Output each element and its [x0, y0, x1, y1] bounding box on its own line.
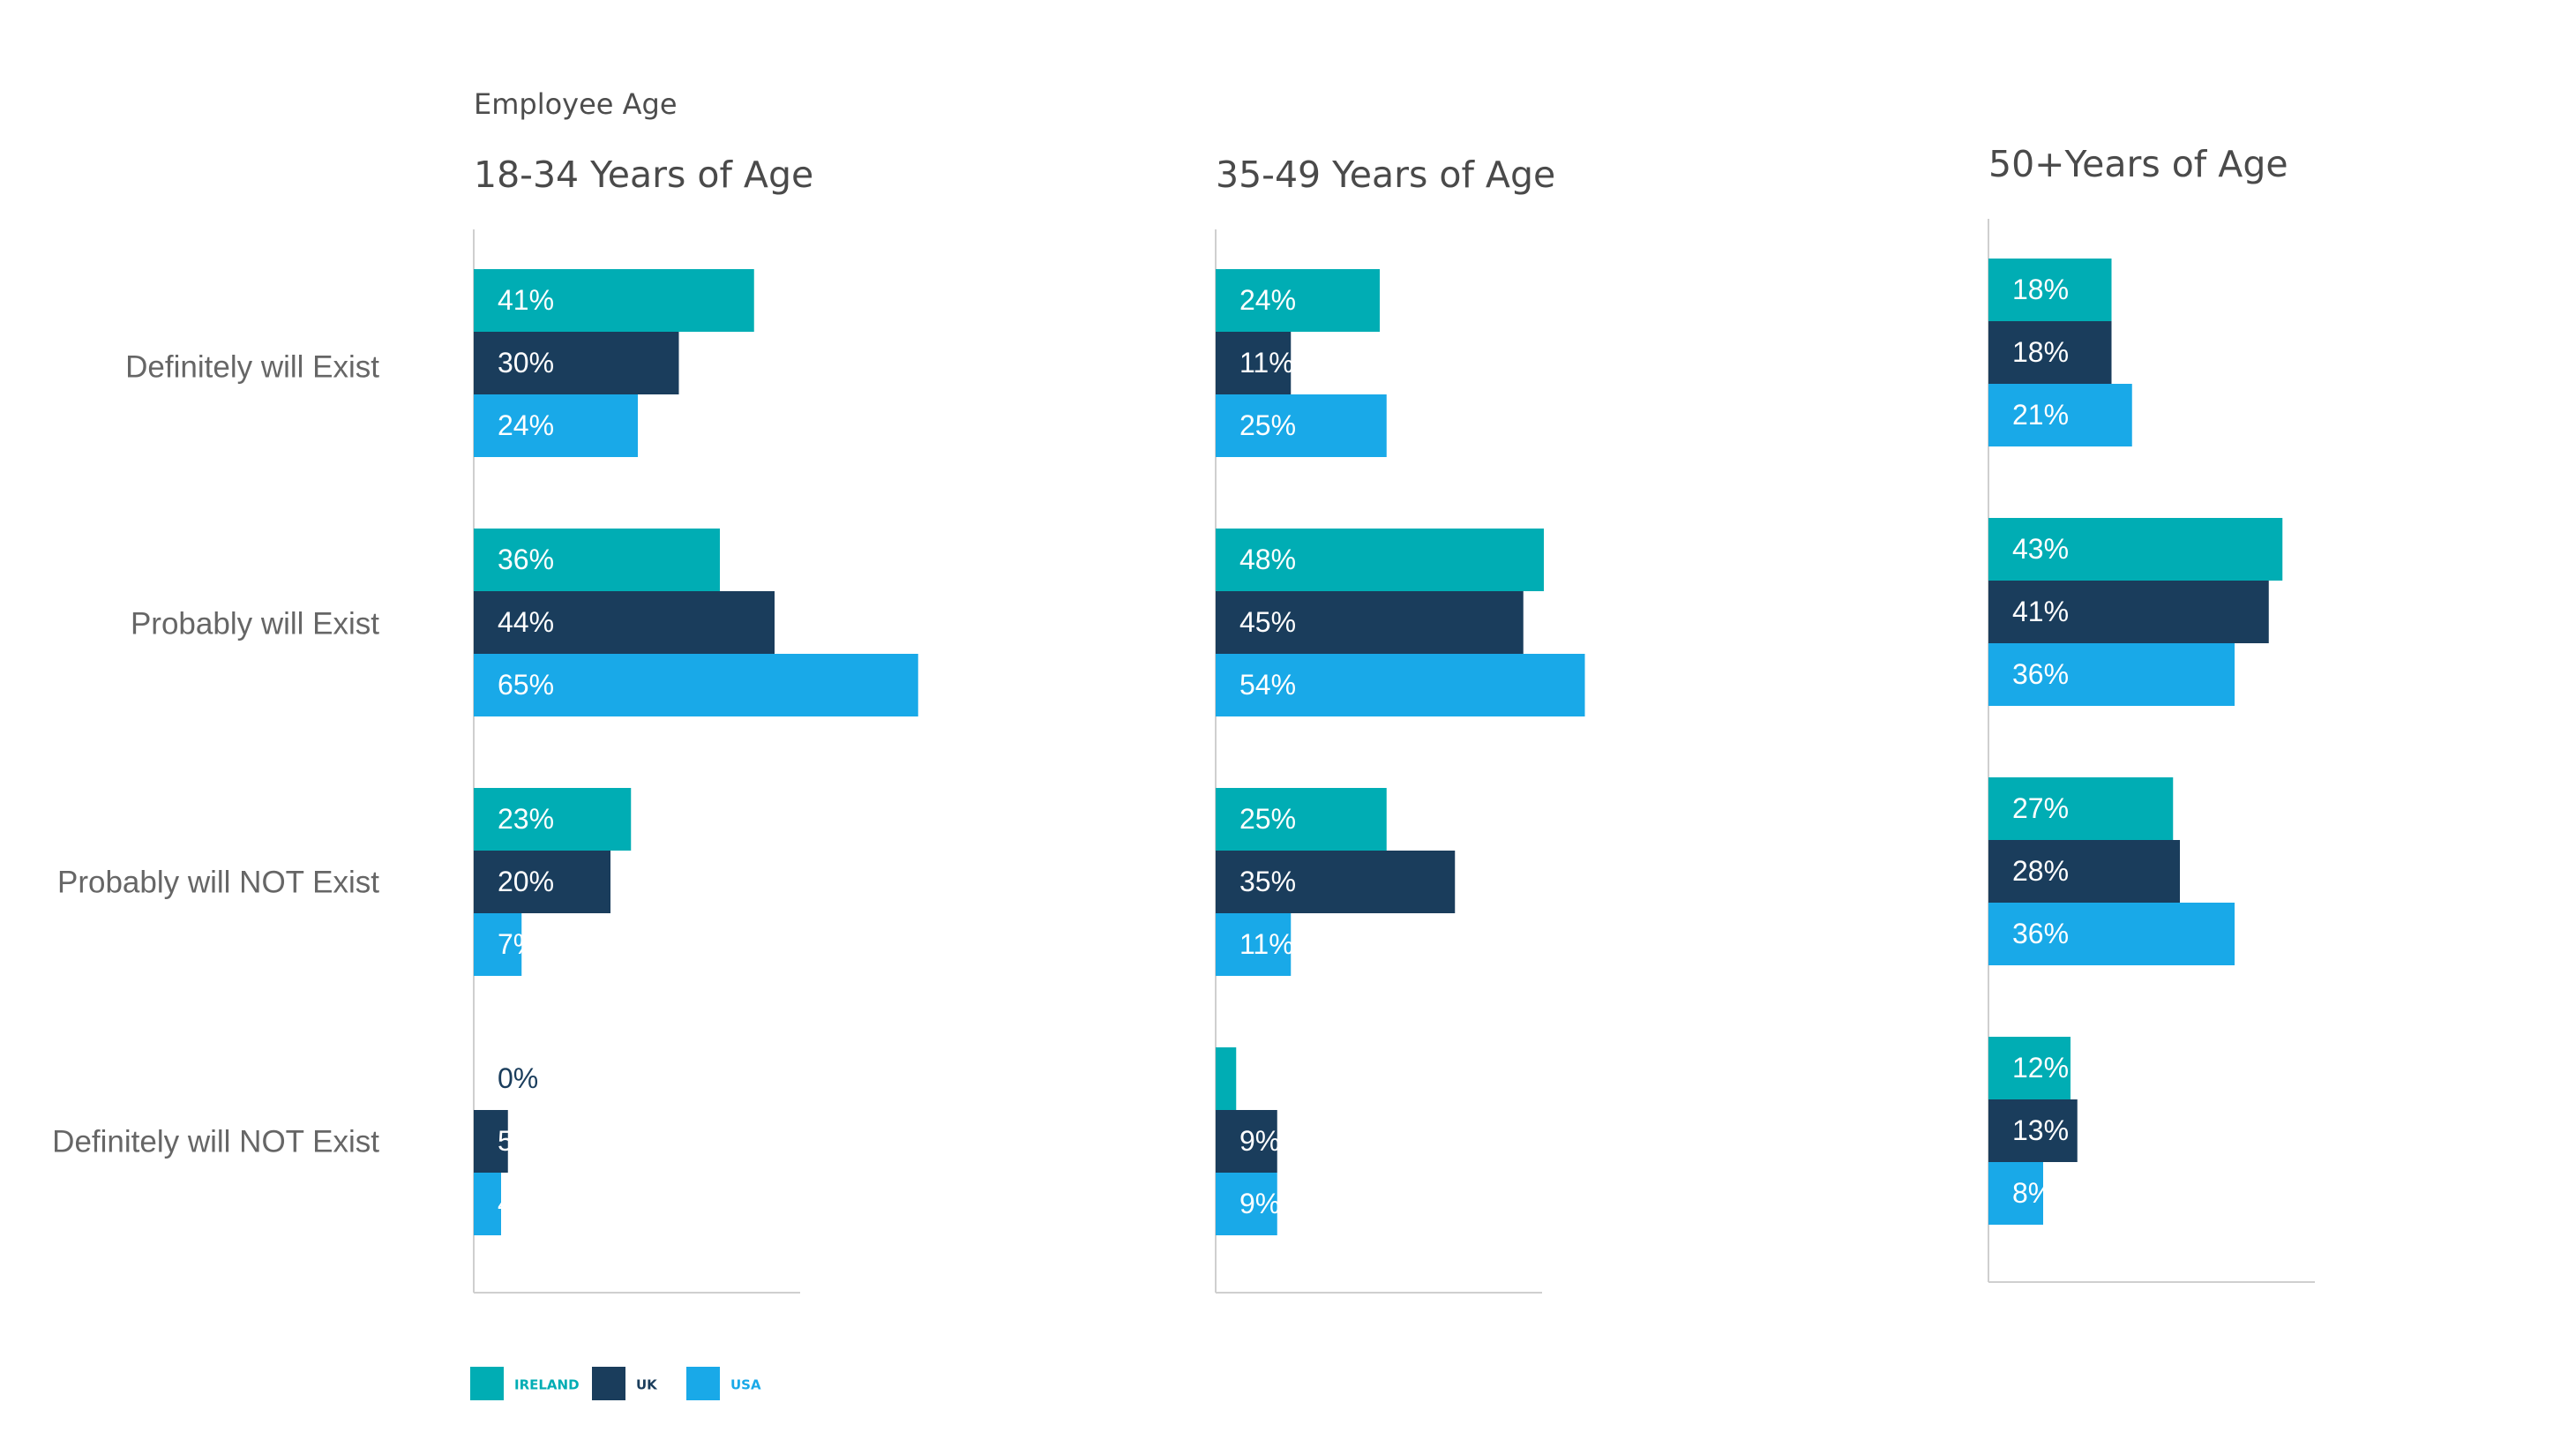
bar	[1216, 913, 1292, 976]
bar	[1988, 581, 2269, 643]
bar	[474, 1173, 501, 1235]
data-label: 7%	[498, 928, 538, 960]
data-label: 13%	[2012, 1114, 2069, 1146]
bar	[1988, 1099, 2078, 1162]
data-label: 9%	[1239, 1188, 1280, 1219]
data-label: 23%	[498, 803, 554, 835]
data-label: 41%	[2012, 596, 2069, 627]
data-label: 24%	[1239, 284, 1296, 316]
bar	[474, 529, 720, 591]
bar	[1216, 1110, 1277, 1173]
data-label: 54%	[1239, 669, 1296, 701]
data-label: 5%	[498, 1125, 538, 1157]
data-label: 36%	[2012, 658, 2069, 690]
data-label: 4%	[498, 1188, 538, 1219]
data-label: 25%	[1239, 803, 1296, 835]
bar	[474, 332, 679, 394]
data-label: 0%	[498, 1062, 538, 1094]
data-label: 65%	[498, 669, 554, 701]
bar	[1216, 851, 1456, 913]
legend-swatch	[592, 1367, 625, 1400]
legend-label: UK	[636, 1377, 658, 1393]
data-label: 8%	[2012, 1177, 2053, 1209]
data-label: 36%	[2012, 918, 2069, 949]
panel-title: 18-34 Years of Age	[474, 154, 813, 196]
bar	[1988, 384, 2132, 446]
data-label: 21%	[2012, 399, 2069, 431]
bar	[1216, 1173, 1277, 1235]
category-label: Definitely will NOT Exist	[52, 1124, 379, 1159]
bar	[474, 654, 918, 716]
data-label: 44%	[498, 606, 554, 638]
bar	[474, 1110, 508, 1173]
data-label: 45%	[1239, 606, 1296, 638]
data-label: 36%	[498, 544, 554, 575]
bar	[474, 851, 610, 913]
data-label: 41%	[498, 284, 554, 316]
bar	[1988, 321, 2112, 384]
data-label: 28%	[2012, 855, 2069, 887]
category-label: Definitely will Exist	[125, 349, 379, 384]
bar	[1988, 643, 2235, 706]
category-label: Probably will NOT Exist	[57, 865, 379, 899]
data-label: 30%	[498, 347, 554, 379]
data-label: 35%	[1239, 866, 1296, 897]
bar	[1216, 332, 1292, 394]
bar	[1216, 269, 1380, 332]
bar	[1216, 394, 1387, 457]
bar	[1216, 1047, 1237, 1110]
bar	[1216, 591, 1524, 654]
bar	[474, 788, 632, 851]
data-label: 43%	[2012, 533, 2069, 565]
data-label: 11%	[1239, 928, 1294, 960]
bar	[1988, 903, 2235, 965]
bar	[1988, 840, 2180, 903]
data-label: 18%	[2012, 274, 2069, 305]
data-label: 48%	[1239, 544, 1296, 575]
panel-title: 50+Years of Age	[1988, 143, 2288, 185]
data-label: 20%	[498, 866, 554, 897]
legend-swatch	[470, 1367, 504, 1400]
bar	[474, 913, 522, 976]
bar	[1988, 259, 2112, 321]
bar	[474, 394, 638, 457]
category-label: Probably will Exist	[131, 606, 379, 641]
bar	[1988, 1162, 2043, 1225]
data-label: 27%	[2012, 792, 2069, 824]
data-label: 11%	[1239, 347, 1294, 379]
bar	[474, 591, 775, 654]
panel-title: 35-49 Years of Age	[1216, 154, 1555, 196]
bar	[1216, 654, 1585, 716]
bar	[1988, 1037, 2071, 1099]
legend-label: USA	[730, 1377, 761, 1393]
data-label: 3%	[1239, 1062, 1280, 1094]
bar	[1988, 518, 2283, 581]
bar	[474, 269, 754, 332]
data-label: 18%	[2012, 336, 2069, 368]
data-label: 12%	[2012, 1052, 2069, 1084]
supertitle: Employee Age	[474, 87, 678, 121]
data-label: 24%	[498, 409, 554, 441]
data-label: 25%	[1239, 409, 1296, 441]
bar	[1988, 777, 2174, 840]
data-label: 9%	[1239, 1125, 1280, 1157]
bar	[1216, 529, 1544, 591]
legend-swatch	[686, 1367, 720, 1400]
bar	[1216, 788, 1387, 851]
legend-label: IRELAND	[514, 1377, 580, 1393]
